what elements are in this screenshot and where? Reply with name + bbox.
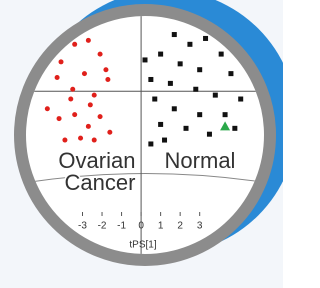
point	[184, 126, 189, 131]
chart: tPS[1] -3 -2 -1 0 1 2 3 Ovarian Cancer Normal	[0, 0, 283, 288]
point	[197, 112, 202, 117]
x-tick-label: -1	[117, 221, 126, 232]
point	[68, 97, 73, 102]
point	[178, 61, 183, 66]
point	[193, 87, 198, 92]
point	[92, 138, 97, 143]
point	[197, 67, 202, 72]
point	[107, 130, 112, 135]
point	[57, 116, 62, 121]
group-label: Ovarian Cancer	[58, 148, 141, 195]
point	[55, 75, 60, 80]
point	[78, 136, 83, 141]
point	[162, 138, 167, 143]
point	[219, 52, 224, 57]
point	[70, 87, 75, 92]
point	[98, 114, 103, 119]
x-axis-label: tPS[1]	[129, 240, 156, 251]
point	[62, 138, 67, 143]
point	[88, 102, 93, 107]
point	[86, 38, 91, 43]
point	[213, 93, 218, 98]
group-label-line: Cancer	[65, 170, 136, 195]
point	[172, 32, 177, 37]
point	[187, 42, 192, 47]
x-tick-label: 0	[138, 221, 144, 232]
point	[92, 93, 97, 98]
point	[158, 122, 163, 127]
point	[152, 97, 157, 102]
point	[105, 77, 110, 82]
lens-ring	[20, 10, 270, 260]
point	[168, 81, 173, 86]
x-tick-label: 2	[177, 221, 183, 232]
point	[228, 71, 233, 76]
point	[232, 126, 237, 131]
point	[59, 59, 64, 64]
point	[82, 71, 87, 76]
point	[172, 106, 177, 111]
x-tick-label: -3	[78, 221, 87, 232]
point	[148, 77, 153, 82]
point	[72, 112, 77, 117]
point	[72, 42, 77, 47]
point	[86, 124, 91, 129]
x-tick-label: -2	[98, 221, 107, 232]
point	[148, 141, 153, 146]
point	[98, 52, 103, 57]
group-label: Normal	[165, 148, 236, 173]
point	[158, 52, 163, 57]
point	[238, 97, 243, 102]
point	[45, 106, 50, 111]
x-tick-label: 3	[197, 221, 203, 232]
point	[203, 36, 208, 41]
point	[143, 57, 148, 62]
point	[223, 112, 228, 117]
point	[207, 132, 212, 137]
point	[103, 67, 108, 72]
x-tick-label: 1	[158, 221, 164, 232]
